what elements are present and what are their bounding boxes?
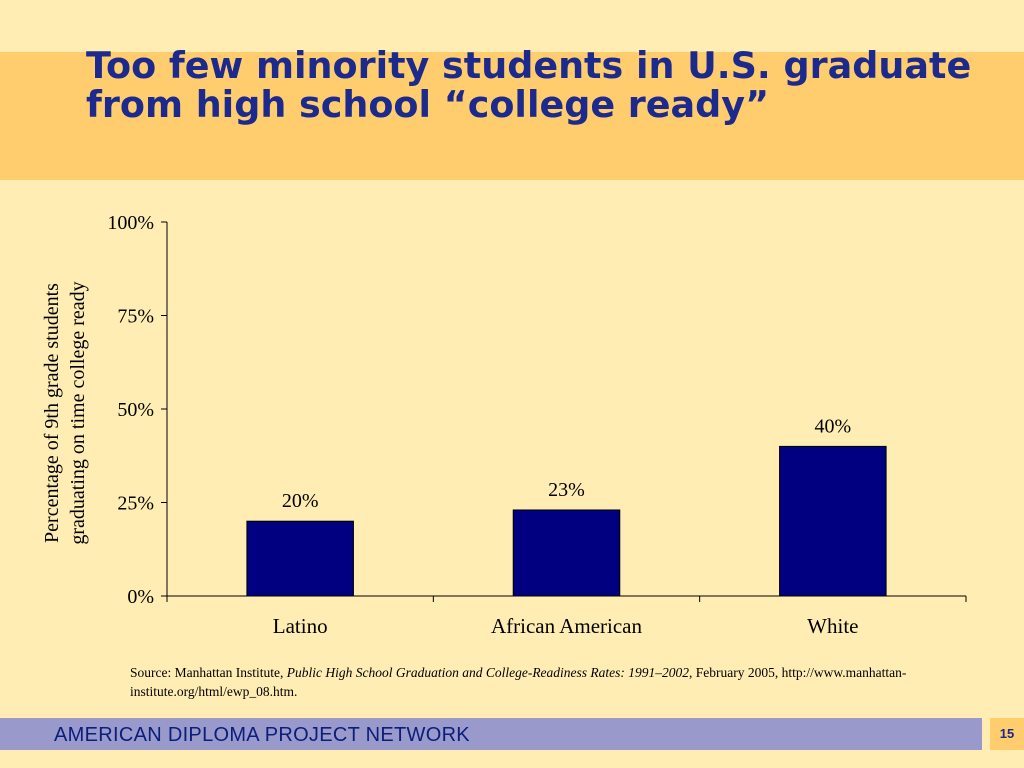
y-tick-label: 50% <box>117 399 154 421</box>
source-suffix: , February 2005, http://www.manhattan-in… <box>130 665 907 699</box>
source-title: Public High School Graduation and Colleg… <box>286 665 690 680</box>
data-label: 40% <box>814 415 851 437</box>
title-band <box>0 52 1024 180</box>
bar <box>779 445 887 597</box>
x-tick-label: White <box>807 614 858 638</box>
source-note: Source: Manhattan Institute, Public High… <box>130 663 990 701</box>
y-tick-label: 25% <box>117 493 154 515</box>
x-tick-label: Latino <box>273 614 328 638</box>
bar <box>246 520 354 597</box>
source-prefix: Source: Manhattan Institute, <box>130 665 287 680</box>
footer-text: AMERICAN DIPLOMA PROJECT NETWORK <box>54 724 470 746</box>
page-number: 15 <box>990 718 1024 750</box>
y-axis-title: Percentage of 9th grade students <box>41 283 63 543</box>
data-label: 20% <box>282 490 319 512</box>
x-tick-label: African American <box>491 614 643 638</box>
y-tick-label: 0% <box>127 586 154 608</box>
data-label: 23% <box>548 479 585 501</box>
slide-title: Too few minority students in U.S. gradua… <box>86 44 972 126</box>
y-tick-label: 75% <box>117 306 154 328</box>
bar <box>512 509 621 597</box>
bar-chart: 0% 25% 50% 75% 100% 20% Latino 23% African Ameri… <box>41 212 967 638</box>
y-tick-label: 100% <box>107 212 154 234</box>
footer-band: AMERICAN DIPLOMA PROJECT NETWORK <box>0 718 982 750</box>
y-axis-title: graduating on time college ready <box>67 281 89 544</box>
